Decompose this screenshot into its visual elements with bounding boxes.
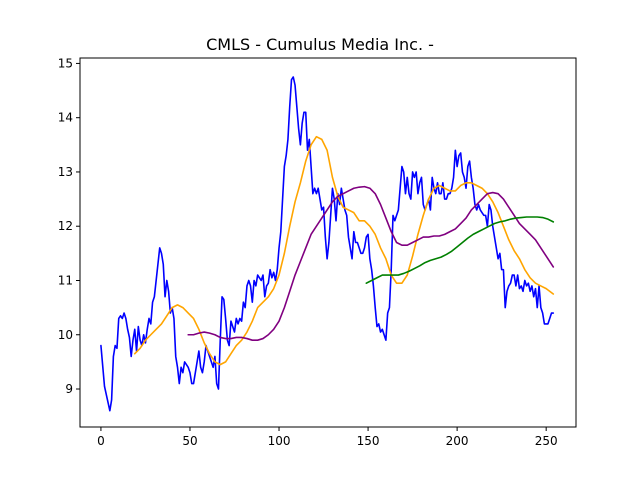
- y-tick-label: 14: [58, 111, 73, 125]
- y-tick-label: 11: [58, 273, 73, 287]
- x-tick-label: 150: [357, 434, 380, 448]
- y-tick-label: 13: [58, 165, 73, 179]
- series-line-4: [365, 216, 555, 284]
- plot-frame: [79, 57, 577, 428]
- series-line-3: [187, 185, 555, 341]
- x-tick-label: 0: [97, 434, 105, 448]
- x-tick-label: 100: [268, 434, 291, 448]
- y-tick-label: 15: [58, 56, 73, 70]
- y-tick-label: 10: [58, 328, 73, 342]
- x-tick-label: 250: [535, 434, 558, 448]
- chart-title: CMLS - Cumulus Media Inc. -: [206, 35, 434, 54]
- y-tick-label: 9: [65, 382, 73, 396]
- series-layer: [100, 76, 555, 412]
- series-line-1: [100, 76, 555, 412]
- series-line-2: [133, 135, 555, 366]
- x-tick-label: 200: [446, 434, 469, 448]
- y-tick-label: 12: [58, 219, 73, 233]
- axes-layer: 0 50 100 150 200 250 9 10 11 12 13 14 15: [58, 56, 577, 448]
- x-tick-label: 50: [182, 434, 197, 448]
